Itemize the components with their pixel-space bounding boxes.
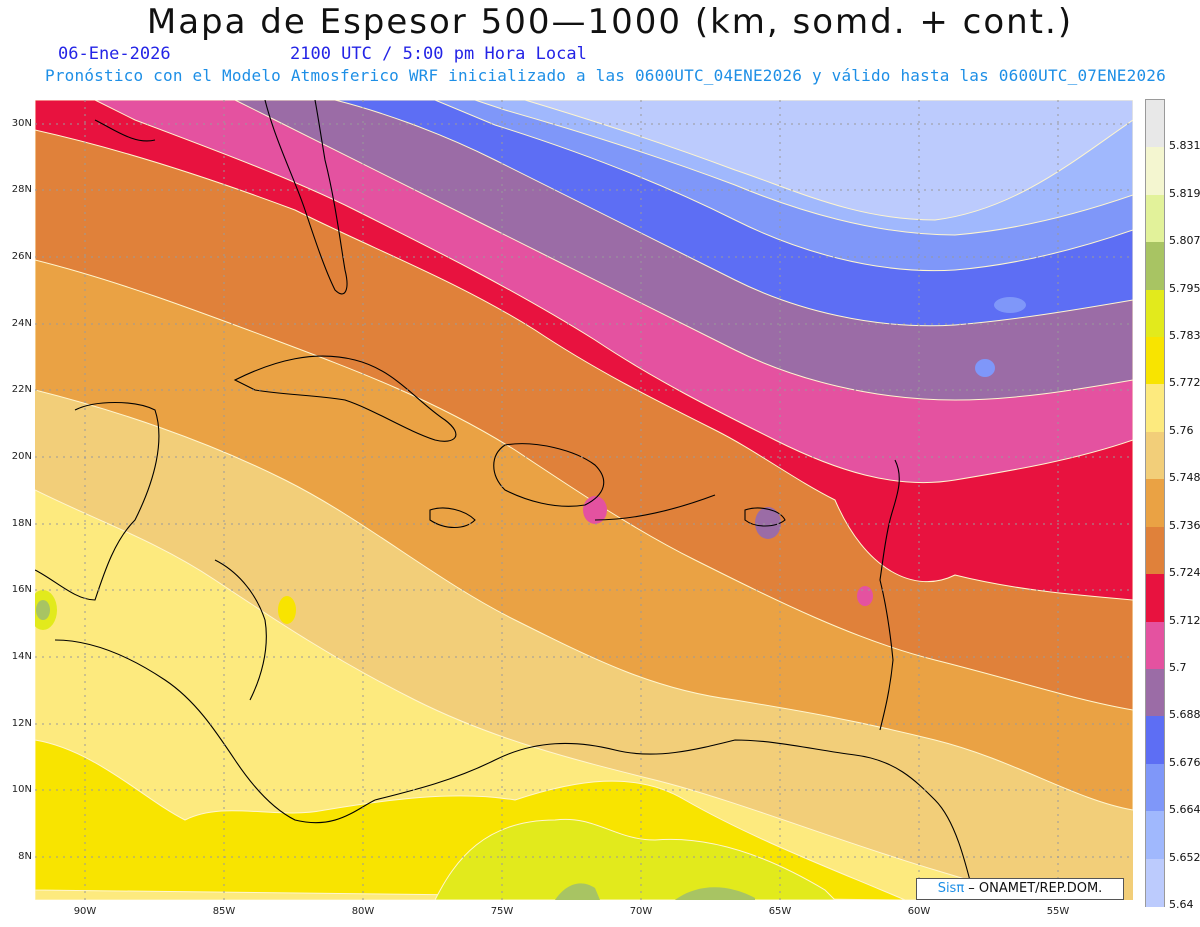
model-info: Pronóstico con el Modelo Atmosferico WRF… [45, 66, 1166, 85]
legend-label: 5.783 [1169, 329, 1200, 343]
legend-label: 5.664 [1169, 803, 1200, 817]
lat-label: 8N [18, 851, 32, 862]
lon-label: 75W [490, 906, 514, 917]
coastlines [35, 100, 976, 900]
feature-caribbean [278, 596, 296, 624]
legend-label: 5.772 [1169, 376, 1200, 390]
legend-label: 5.7 [1169, 660, 1187, 674]
legend-label: 5.76 [1169, 423, 1194, 437]
legend-label: 5.807 [1169, 234, 1200, 248]
lat-label: 18N [11, 518, 32, 529]
credit-text: – ONAMET/REP.DOM. [964, 881, 1103, 896]
thickness-bands [35, 100, 1133, 900]
legend-swatch [1146, 147, 1164, 196]
band-5.795 [555, 883, 755, 900]
thickness-map [35, 100, 1133, 900]
legend-swatch [1146, 479, 1164, 528]
lat-label: 20N [11, 451, 32, 462]
legend-swatch [1146, 194, 1164, 244]
legend-label: 5.795 [1169, 281, 1200, 295]
forecast-date: 06-Ene-2026 [58, 44, 171, 64]
feature-atlantic [994, 297, 1026, 313]
feature-west-core [36, 600, 50, 620]
legend-label: 5.712 [1169, 613, 1200, 627]
legend-swatch [1146, 289, 1164, 339]
lon-label: 55W [1046, 906, 1070, 917]
legend-swatch [1146, 811, 1164, 860]
lon-label: 70W [629, 906, 653, 917]
lat-label: 30N [11, 118, 32, 129]
map-title: Mapa de Espesor 500—1000 (km, somd. + co… [146, 2, 1074, 42]
lon-label: 90W [73, 906, 97, 917]
legend-label: 5.688 [1169, 708, 1200, 722]
forecast-time: 2100 UTC / 5:00 pm Hora Local [290, 44, 587, 64]
legend-swatch [1146, 716, 1164, 765]
legend-label: 5.819 [1169, 186, 1200, 200]
band-5.783 [434, 818, 836, 900]
legend-label: 5.748 [1169, 471, 1200, 485]
lon-label: 85W [212, 906, 236, 917]
legend-swatch [1146, 574, 1164, 623]
legend-label: 5.64 [1169, 898, 1194, 911]
band-5.76 [35, 489, 1036, 900]
legend-swatch [1146, 242, 1164, 291]
lat-label: 26N [11, 251, 32, 262]
legend-swatch [1146, 384, 1164, 433]
lon-label: 65W [768, 906, 792, 917]
lat-label: 28N [11, 184, 32, 195]
lat-label: 22N [11, 384, 32, 395]
lat-label: 16N [11, 584, 32, 595]
color-legend [1145, 99, 1165, 907]
legend-swatch [1146, 431, 1164, 481]
lon-label: 60W [907, 906, 931, 917]
legend-swatch [1146, 621, 1164, 670]
feature-atlantic-2 [975, 359, 995, 377]
legend-label: 5.736 [1169, 518, 1200, 532]
feature-antilles [857, 586, 873, 606]
legend-swatch [1146, 100, 1164, 149]
lat-label: 24N [11, 318, 32, 329]
lat-label: 10N [11, 784, 32, 795]
lon-label: 80W [351, 906, 375, 917]
legend-label: 5.724 [1169, 566, 1200, 580]
credit-box: Sisπ – ONAMET/REP.DOM. [916, 878, 1124, 900]
credit-brand: Sisπ [937, 881, 965, 896]
graticule [35, 100, 1133, 900]
lat-label: 12N [11, 718, 32, 729]
legend-swatch [1146, 526, 1164, 576]
legend-swatch [1146, 668, 1164, 718]
legend-swatch [1146, 763, 1164, 813]
legend-swatch [1146, 337, 1164, 386]
legend-swatch [1146, 858, 1164, 907]
legend-label: 5.831 [1169, 139, 1200, 153]
legend-label: 5.676 [1169, 755, 1200, 769]
legend-label: 5.652 [1169, 850, 1200, 864]
feature-pr [755, 507, 781, 539]
lat-label: 14N [11, 651, 32, 662]
